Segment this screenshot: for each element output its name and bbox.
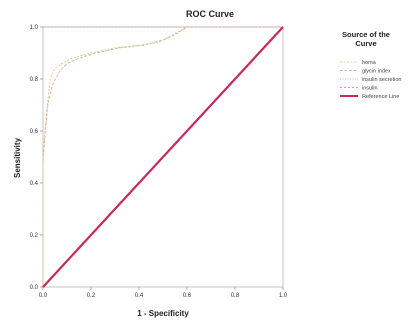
legend-title-line-2: Curve <box>355 39 376 48</box>
y-axis-title: Sensitivity <box>13 137 22 178</box>
y-tick-label: 0.0 <box>30 285 39 291</box>
x-tick-label: 1.0 <box>279 293 288 299</box>
chart-title: ROC Curve <box>186 9 234 19</box>
x-tick-label: 0.0 <box>39 293 48 299</box>
x-axis-title: 1 - Specificity <box>137 309 189 318</box>
legend-label-glycin-index: glycin index <box>362 69 391 75</box>
legend-label-homa: homa <box>362 60 377 66</box>
x-tick-label: 0.6 <box>183 293 192 299</box>
series-line-glycin-index <box>42 26 283 287</box>
legend-label-reference-line: Reference Line <box>362 94 399 100</box>
legend-title-line-1: Source of the <box>342 30 390 39</box>
x-tick-label: 0.4 <box>135 293 144 299</box>
y-tick-label: 0.6 <box>30 129 39 135</box>
y-tick-label: 0.2 <box>30 233 39 239</box>
y-tick-label: 1.0 <box>30 25 39 31</box>
y-tick-label: 0.4 <box>30 181 39 187</box>
x-tick-label: 0.8 <box>231 293 240 299</box>
legend-label-insulin: insulin <box>362 86 378 92</box>
legend: Source of the Curve homa glycin index insu… <box>340 30 401 100</box>
y-tick-label: 0.8 <box>30 77 39 83</box>
x-tick-label: 0.2 <box>87 293 96 299</box>
series-line-reference-line <box>42 26 284 288</box>
legend-label-insulin-secretion: insulin secretion <box>362 77 401 83</box>
